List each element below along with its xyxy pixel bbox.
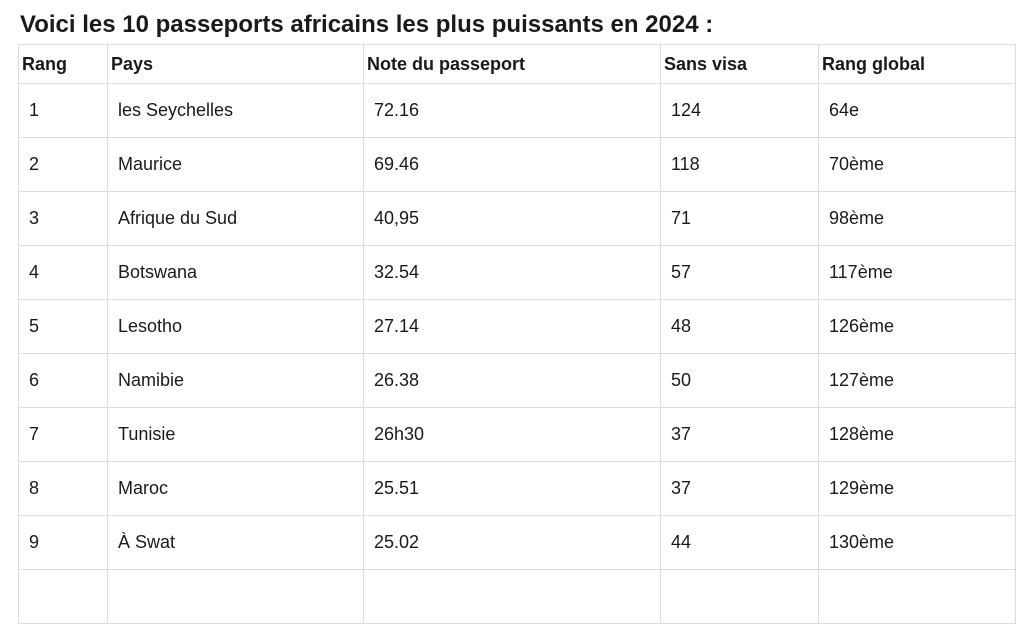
cell-rang-global: 127ème <box>818 353 1016 408</box>
cell-rang-global: 98ème <box>818 191 1016 246</box>
cell-note: 26.38 <box>363 353 661 408</box>
cell-pays: Maurice <box>107 137 364 192</box>
cell-rang: 3 <box>18 191 108 246</box>
table-row: 3 Afrique du Sud 40,95 71 98ème <box>18 191 1016 246</box>
cell-note: 72.16 <box>363 83 661 138</box>
cell-rang-global: 129ème <box>818 461 1016 516</box>
cell-sans-visa: 71 <box>660 191 819 246</box>
passport-ranking-table: Rang Pays Note du passeport Sans visa Ra… <box>18 44 1016 624</box>
page-title: Voici les 10 passeports africains les pl… <box>20 11 714 38</box>
cell-rang-global: 117ème <box>818 245 1016 300</box>
cell-pays: Tunisie <box>107 407 364 462</box>
cell-sans-visa: 57 <box>660 245 819 300</box>
table-row: 7 Tunisie 26h30 37 128ème <box>18 407 1016 462</box>
table-row: 6 Namibie 26.38 50 127ème <box>18 353 1016 408</box>
cell-note <box>363 569 661 624</box>
cell-rang: 5 <box>18 299 108 354</box>
table-row: 1 les Seychelles 72.16 124 64e <box>18 83 1016 138</box>
cell-sans-visa <box>660 569 819 624</box>
cell-rang: 2 <box>18 137 108 192</box>
cell-rang-global: 128ème <box>818 407 1016 462</box>
cell-note: 26h30 <box>363 407 661 462</box>
cell-pays: Maroc <box>107 461 364 516</box>
cell-note: 40,95 <box>363 191 661 246</box>
cell-note: 27.14 <box>363 299 661 354</box>
cell-rang: 4 <box>18 245 108 300</box>
table-row: 4 Botswana 32.54 57 117ème <box>18 245 1016 300</box>
cell-rang-global: 130ème <box>818 515 1016 570</box>
cell-pays: À Swat <box>107 515 364 570</box>
cell-sans-visa: 124 <box>660 83 819 138</box>
header-note-du-passeport: Note du passeport <box>363 44 661 84</box>
cell-rang-global <box>818 569 1016 624</box>
cell-rang <box>18 569 108 624</box>
cell-rang-global: 126ème <box>818 299 1016 354</box>
table-row: 5 Lesotho 27.14 48 126ème <box>18 299 1016 354</box>
header-sans-visa: Sans visa <box>660 44 819 84</box>
cell-rang: 6 <box>18 353 108 408</box>
cell-pays: les Seychelles <box>107 83 364 138</box>
cell-rang-global: 64e <box>818 83 1016 138</box>
table-row <box>18 569 1016 624</box>
cell-note: 25.02 <box>363 515 661 570</box>
cell-pays <box>107 569 364 624</box>
table-row: 2 Maurice 69.46 118 70ème <box>18 137 1016 192</box>
table-row: 9 À Swat 25.02 44 130ème <box>18 515 1016 570</box>
cell-sans-visa: 44 <box>660 515 819 570</box>
cell-rang: 7 <box>18 407 108 462</box>
cell-sans-visa: 37 <box>660 461 819 516</box>
header-rang-global: Rang global <box>818 44 1016 84</box>
cell-rang: 1 <box>18 83 108 138</box>
cell-rang: 8 <box>18 461 108 516</box>
cell-note: 32.54 <box>363 245 661 300</box>
passport-table-container: Rang Pays Note du passeport Sans visa Ra… <box>18 44 1016 624</box>
cell-pays: Lesotho <box>107 299 364 354</box>
table-header-row: Rang Pays Note du passeport Sans visa Ra… <box>18 44 1016 84</box>
cell-note: 69.46 <box>363 137 661 192</box>
cell-sans-visa: 37 <box>660 407 819 462</box>
cell-pays: Botswana <box>107 245 364 300</box>
table-row: 8 Maroc 25.51 37 129ème <box>18 461 1016 516</box>
header-rang: Rang <box>18 44 108 84</box>
cell-sans-visa: 50 <box>660 353 819 408</box>
header-pays: Pays <box>107 44 364 84</box>
cell-rang-global: 70ème <box>818 137 1016 192</box>
cell-rang: 9 <box>18 515 108 570</box>
cell-note: 25.51 <box>363 461 661 516</box>
cell-pays: Namibie <box>107 353 364 408</box>
cell-sans-visa: 48 <box>660 299 819 354</box>
cell-sans-visa: 118 <box>660 137 819 192</box>
cell-pays: Afrique du Sud <box>107 191 364 246</box>
